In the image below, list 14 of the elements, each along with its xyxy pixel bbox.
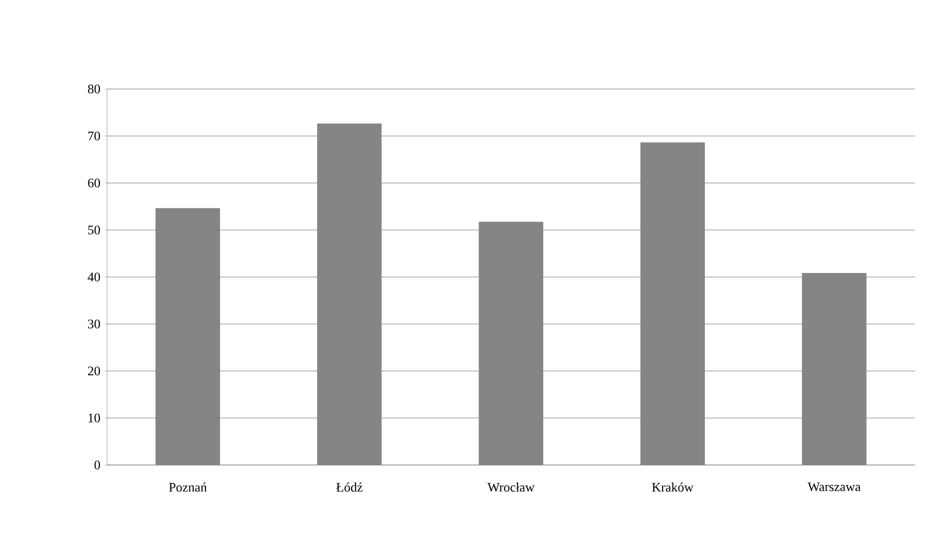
x-tick-label: Wrocław <box>487 482 535 492</box>
x-tick-label: Kraków <box>652 482 694 492</box>
y-tick-label: 80 <box>88 84 100 94</box>
y-tick-label: 10 <box>88 414 100 422</box>
y-tick-label: 70 <box>88 132 100 140</box>
y-tick-label: 50 <box>88 226 100 234</box>
y-tick-label: 30 <box>88 320 100 328</box>
y-tick-label: 0 <box>94 460 100 470</box>
x-tick-label: Poznań <box>169 482 207 492</box>
x-tick-label: Łódź <box>336 482 362 492</box>
x-tick-label: Warszawa <box>808 482 861 492</box>
y-tick-label: 20 <box>88 366 100 376</box>
y-tick-label: 40 <box>88 272 100 282</box>
y-tick-label: 60 <box>88 178 100 188</box>
